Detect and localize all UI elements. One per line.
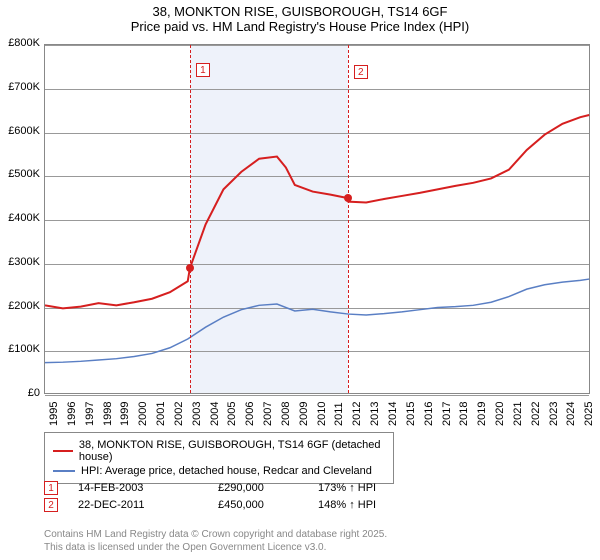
event-price: £450,000 <box>218 499 298 511</box>
x-tick-label: 2003 <box>191 402 203 426</box>
x-tick-label: 2010 <box>316 402 328 426</box>
title-line-1: 38, MONKTON RISE, GUISBOROUGH, TS14 6GF <box>0 4 600 19</box>
y-tick-label: £0 <box>0 387 40 399</box>
x-tick-label: 2016 <box>423 402 435 426</box>
y-tick-label: £300K <box>0 256 40 268</box>
x-tick-label: 2009 <box>298 402 310 426</box>
x-tick-label: 2000 <box>137 402 149 426</box>
x-tick-label: 2005 <box>226 402 238 426</box>
y-tick-label: £600K <box>0 125 40 137</box>
x-tick-label: 2008 <box>280 402 292 426</box>
x-tick-label: 2006 <box>244 402 256 426</box>
legend-swatch-price-paid <box>53 450 73 452</box>
event-marker-icon: 2 <box>354 65 368 79</box>
x-tick-label: 2012 <box>351 402 363 426</box>
legend: 38, MONKTON RISE, GUISBOROUGH, TS14 6GF … <box>44 432 394 484</box>
x-tick-label: 2014 <box>387 402 399 426</box>
y-tick-label: £200K <box>0 300 40 312</box>
x-tick-label: 2021 <box>512 402 524 426</box>
legend-label: HPI: Average price, detached house, Redc… <box>81 465 372 477</box>
event-price: £290,000 <box>218 482 298 494</box>
title-block: 38, MONKTON RISE, GUISBOROUGH, TS14 6GF … <box>0 0 600 36</box>
event-row: 1 14-FEB-2003 £290,000 173% ↑ HPI <box>44 481 418 495</box>
x-tick-label: 2011 <box>333 402 345 426</box>
legend-label: 38, MONKTON RISE, GUISBOROUGH, TS14 6GF … <box>79 439 385 463</box>
x-tick-label: 2007 <box>262 402 274 426</box>
x-tick-label: 2013 <box>369 402 381 426</box>
x-tick-label: 2025 <box>583 402 595 426</box>
x-tick-label: 1995 <box>48 402 60 426</box>
y-tick-label: £800K <box>0 37 40 49</box>
events-table: 1 14-FEB-2003 £290,000 173% ↑ HPI 2 22-D… <box>44 478 418 515</box>
legend-item-price-paid: 38, MONKTON RISE, GUISBOROUGH, TS14 6GF … <box>53 439 385 463</box>
y-tick-label: £400K <box>0 212 40 224</box>
x-tick-label: 2002 <box>173 402 185 426</box>
x-tick-label: 1999 <box>119 402 131 426</box>
event-marker-icon: 2 <box>44 498 58 512</box>
event-row: 2 22-DEC-2011 £450,000 148% ↑ HPI <box>44 498 418 512</box>
event-date: 14-FEB-2003 <box>78 482 198 494</box>
event-marker-icon: 1 <box>44 481 58 495</box>
legend-item-hpi: HPI: Average price, detached house, Redc… <box>53 465 385 477</box>
footer-line-2: This data is licensed under the Open Gov… <box>44 541 387 554</box>
x-tick-label: 1996 <box>66 402 78 426</box>
x-tick-label: 2024 <box>565 402 577 426</box>
title-line-2: Price paid vs. HM Land Registry's House … <box>0 19 600 34</box>
x-tick-label: 1998 <box>102 402 114 426</box>
chart-container: 38, MONKTON RISE, GUISBOROUGH, TS14 6GF … <box>0 0 600 560</box>
x-tick-label: 2022 <box>530 402 542 426</box>
x-tick-label: 2004 <box>209 402 221 426</box>
x-tick-label: 2015 <box>405 402 417 426</box>
x-tick-label: 2001 <box>155 402 167 426</box>
event-hpi: 173% ↑ HPI <box>318 482 418 494</box>
y-tick-label: £700K <box>0 81 40 93</box>
y-tick-label: £500K <box>0 168 40 180</box>
x-tick-label: 2023 <box>548 402 560 426</box>
legend-swatch-hpi <box>53 470 75 472</box>
event-hpi: 148% ↑ HPI <box>318 499 418 511</box>
x-tick-label: 2019 <box>476 402 488 426</box>
event-date: 22-DEC-2011 <box>78 499 198 511</box>
chart-plot-area: 12 <box>44 44 590 394</box>
event-marker-icon: 1 <box>196 63 210 77</box>
x-tick-label: 2017 <box>441 402 453 426</box>
x-tick-label: 1997 <box>84 402 96 426</box>
y-tick-label: £100K <box>0 343 40 355</box>
footer-attribution: Contains HM Land Registry data © Crown c… <box>44 528 387 554</box>
x-tick-label: 2018 <box>458 402 470 426</box>
x-tick-label: 2020 <box>494 402 506 426</box>
footer-line-1: Contains HM Land Registry data © Crown c… <box>44 528 387 541</box>
